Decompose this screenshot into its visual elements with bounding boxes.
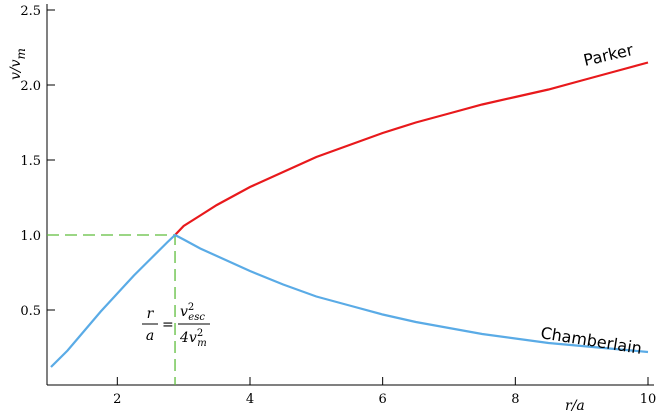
annotation-rhs-den: 4v2 m <box>179 328 207 349</box>
annotation-sub: esc <box>188 312 205 323</box>
line-series <box>50 233 649 368</box>
x-tick-label: 2 <box>113 392 121 407</box>
annotation-4v: 4v <box>179 330 197 346</box>
y-axis-label: v/vm <box>8 48 28 80</box>
series-label: Chamberlain <box>539 323 643 358</box>
annotation-lhs-num: r <box>147 306 155 322</box>
x-axis-label: r/a <box>565 398 585 414</box>
y-axis-label-sub: m <box>14 48 28 59</box>
x-tick-label: 4 <box>246 392 254 407</box>
y-tick-label: 1.5 <box>20 154 41 169</box>
annotation-sup: 2 <box>188 302 194 313</box>
annotation-lhs-den: a <box>146 328 154 344</box>
annotation-v: v <box>180 304 188 320</box>
annotation-sup: 2 <box>197 328 203 339</box>
series-label: Parker <box>582 40 636 70</box>
y-tick-label: 2.0 <box>20 79 41 94</box>
annotation: r a = v2 esc 4v2 m <box>142 302 210 349</box>
y-tick-label: 2.5 <box>20 4 41 19</box>
y-tick-label: 1.0 <box>20 229 41 244</box>
annotation-eq: = <box>162 317 174 333</box>
y-axis-label-main: v/v <box>8 59 24 80</box>
x-tick-label: 8 <box>511 392 519 407</box>
x-tick-label: 6 <box>379 392 387 407</box>
annotation-sub: m <box>197 338 206 349</box>
x-tick-label: 10 <box>640 392 657 407</box>
annotation-rhs-num: v2 esc <box>180 302 205 323</box>
y-tick-label: 0.5 <box>20 304 41 319</box>
line-series <box>174 61 649 236</box>
critical-guide <box>47 234 176 385</box>
